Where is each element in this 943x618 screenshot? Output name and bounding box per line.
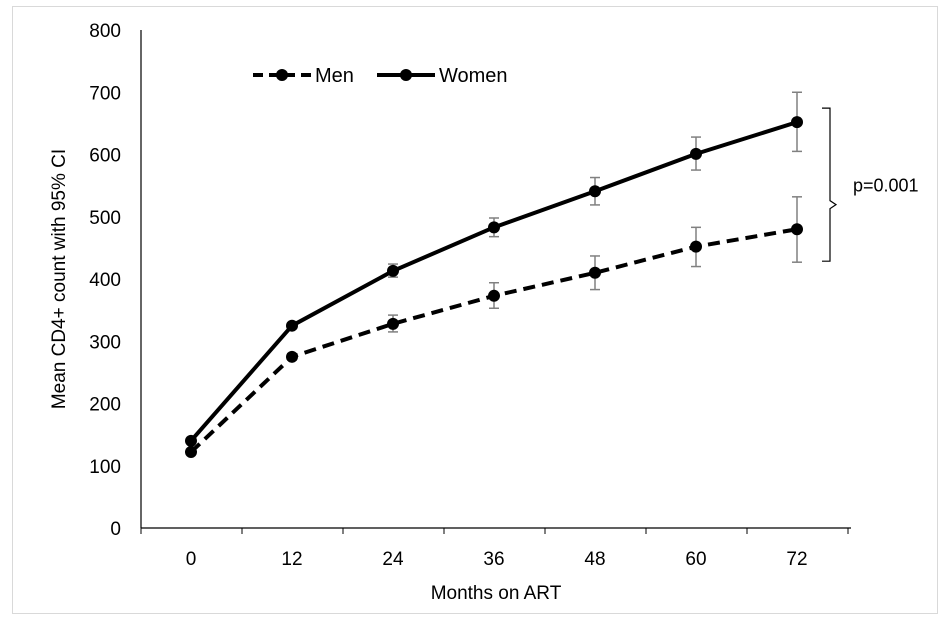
annotations: p=0.001: [822, 107, 919, 262]
x-tick-label: 24: [382, 549, 404, 570]
marker-women: [791, 116, 803, 129]
legend-label-women: Women: [439, 65, 508, 87]
marker-men: [185, 446, 197, 459]
x-tick-label: 72: [786, 549, 807, 570]
x-tick-label: 60: [685, 549, 706, 570]
series-line-women: [189, 120, 798, 443]
y-tick-label: 0: [110, 519, 121, 540]
marker-men: [286, 350, 298, 363]
y-tick-label: 100: [89, 457, 121, 478]
marker-women: [185, 434, 197, 447]
marker-women: [589, 185, 601, 198]
y-tick-label: 200: [89, 395, 121, 416]
tick-labels: 0 100 200 300 400 500 600 700 800 0 12 24 36 48 60 72: [89, 21, 807, 570]
marker-men: [387, 317, 399, 330]
chart-frame: 0 100 200 300 400 500 600 700 800 0 12 24 36 48 60 72 M…: [12, 6, 938, 614]
legend: Men Women: [253, 65, 508, 87]
marker-women: [286, 319, 298, 332]
legend-label-men: Men: [315, 65, 354, 87]
marker-men: [589, 266, 601, 279]
series-markers: [185, 116, 803, 459]
x-tick-label: 0: [186, 549, 197, 570]
significance-bracket: [822, 107, 838, 262]
y-axis-title: Mean CD4+ count with 95% CI: [49, 149, 70, 409]
x-tick-label: 36: [483, 549, 504, 570]
marker-men: [791, 223, 803, 236]
y-tick-label: 600: [89, 146, 121, 167]
legend-marker-men: [276, 69, 288, 81]
x-axis-title: Months on ART: [431, 583, 562, 604]
marker-women: [387, 264, 399, 277]
legend-marker-women: [400, 69, 412, 81]
x-tick-label: 48: [584, 549, 605, 570]
y-tick-label: 400: [89, 270, 121, 291]
y-tick-label: 800: [89, 21, 121, 42]
series-line-men: [189, 227, 798, 454]
marker-women: [690, 147, 702, 160]
p-value-label: p=0.001: [853, 176, 919, 196]
y-tick-label: 300: [89, 332, 121, 353]
marker-men: [690, 240, 702, 253]
error-bars: [186, 91, 802, 456]
y-tick-label: 500: [89, 208, 121, 229]
axes: [140, 30, 851, 534]
line-chart: 0 100 200 300 400 500 600 700 800 0 12 24 36 48 60 72 M…: [49, 21, 919, 604]
marker-women: [488, 221, 500, 234]
marker-men: [488, 289, 500, 302]
y-tick-label: 700: [89, 83, 121, 104]
x-tick-label: 12: [281, 549, 302, 570]
